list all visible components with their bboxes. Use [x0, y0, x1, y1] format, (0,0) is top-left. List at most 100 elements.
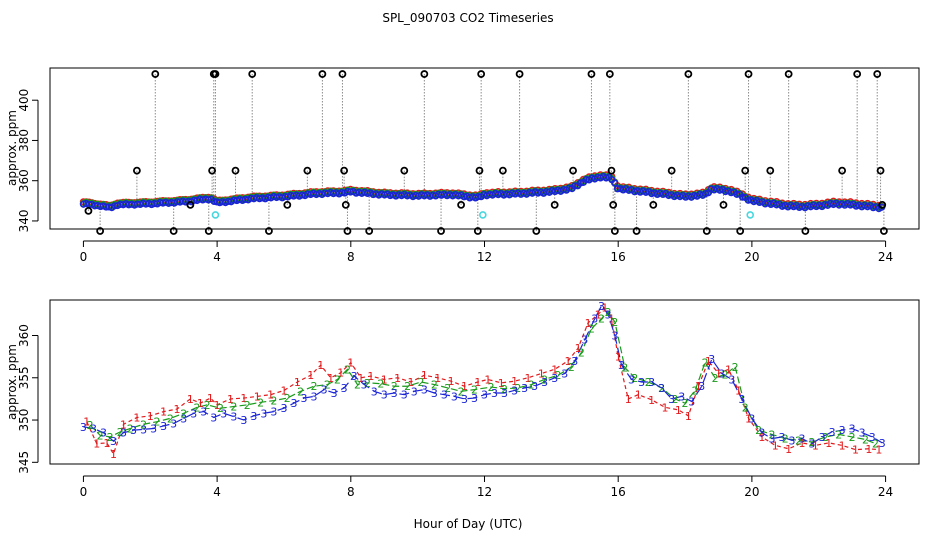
bottom-y-tick-label: 350	[17, 409, 31, 432]
series-3-marker: 3	[809, 438, 816, 451]
series-2-marker: 2	[153, 416, 160, 429]
series-1-marker: 1	[725, 363, 732, 376]
top-plot-frame	[49, 67, 920, 230]
series-2-marker: 2	[605, 306, 612, 319]
flagged-point	[766, 166, 775, 175]
series-3-marker: 3	[431, 387, 438, 400]
series-2-marker: 2	[755, 424, 762, 437]
series-2-marker: 2	[658, 382, 665, 395]
series-1-marker: 1	[661, 401, 668, 414]
series-2-marker: 2	[140, 418, 147, 431]
series-2-marker: 2	[458, 385, 465, 398]
series-1-marker: 1	[675, 404, 682, 417]
series-2-marker: 2	[872, 438, 879, 451]
series-3-marker: 3	[280, 402, 287, 415]
series-1-marker: 1	[648, 394, 655, 407]
series-2-marker: 2	[501, 383, 508, 396]
series-1-marker: 1	[227, 393, 234, 406]
series-3-marker: 3	[869, 431, 876, 444]
series-3-marker: 3	[531, 380, 538, 393]
flagged-point	[340, 166, 349, 175]
series-3-point	[611, 179, 619, 187]
top-y-tick-label: 400	[17, 89, 31, 112]
series-3-marker: 3	[451, 390, 458, 403]
series-3-marker: 3	[581, 334, 588, 347]
series-3-marker: 3	[401, 389, 408, 402]
series-2-marker: 2	[692, 384, 699, 397]
top-y-axis-label: approx. ppm	[5, 110, 19, 186]
bottom-x-tick-label: 16	[611, 485, 626, 499]
top-x-tick-label: 12	[477, 250, 492, 264]
series-3-marker: 3	[321, 384, 328, 397]
series-1-marker: 1	[327, 372, 334, 385]
bottom-x-tick-label: 20	[744, 485, 759, 499]
series-1-marker: 1	[337, 367, 344, 380]
flagged-point	[477, 70, 486, 78]
series-2-marker: 2	[284, 392, 291, 405]
flagged-point	[303, 166, 312, 175]
flagged-point	[338, 70, 347, 78]
series-1-marker: 1	[254, 390, 261, 403]
series-3-marker: 3	[471, 392, 478, 405]
top-x-tick-label: 24	[878, 250, 893, 264]
series-1-marker: 1	[799, 437, 806, 450]
series-3-marker: 3	[351, 370, 358, 383]
flagged-point	[632, 227, 641, 235]
series-1-marker: 1	[461, 380, 468, 393]
flagged-point	[498, 166, 507, 175]
bottom-x-tick-label: 8	[347, 485, 355, 499]
series-3-marker: 3	[331, 387, 338, 400]
series-3-marker: 3	[678, 390, 685, 403]
top-x-tick-label: 0	[80, 250, 88, 264]
top-x-tick-label: 16	[611, 250, 626, 264]
series-3-marker: 3	[698, 380, 705, 393]
series-2-marker: 2	[722, 368, 729, 381]
flagged-point	[132, 166, 141, 175]
series-2-marker: 2	[645, 376, 652, 389]
series-1-marker: 1	[381, 373, 388, 386]
series-2-marker: 2	[324, 379, 331, 392]
flagged-point	[873, 70, 882, 78]
series-3-point	[733, 190, 741, 198]
flagged-point	[169, 227, 178, 235]
series-3-marker: 3	[110, 435, 117, 448]
series-3-marker: 3	[381, 389, 388, 402]
series-2-line	[89, 310, 876, 445]
flagged-point	[283, 200, 292, 209]
series-1-marker: 1	[551, 363, 558, 376]
series-3-marker: 3	[778, 431, 785, 444]
series-3-marker: 3	[80, 421, 87, 434]
flagged-point	[880, 227, 888, 235]
series-3-marker: 3	[859, 427, 866, 440]
flagged-point	[649, 200, 658, 209]
series-3-marker: 3	[441, 389, 448, 402]
series-1-marker: 1	[705, 355, 712, 368]
series-1-marker: 1	[685, 410, 692, 423]
series-2-marker: 2	[809, 436, 816, 449]
series-3-marker: 3	[260, 407, 267, 420]
series-2-marker: 2	[795, 434, 802, 447]
series-3-marker: 3	[361, 379, 368, 392]
bottom-y-tick-label: 360	[17, 324, 31, 347]
series-2-marker: 2	[822, 431, 829, 444]
flagged-point	[265, 227, 273, 235]
flagged-point	[457, 200, 466, 209]
flagged-point	[744, 70, 753, 78]
bottom-y-tick-label: 355	[17, 366, 31, 389]
series-1-marker: 1	[524, 372, 531, 385]
series-3-marker: 3	[491, 387, 498, 400]
series-1-marker: 1	[357, 372, 364, 385]
series-3-marker: 3	[150, 422, 157, 435]
series-1-marker: 1	[839, 439, 846, 452]
series-2-marker: 2	[768, 428, 775, 441]
top-x-tick-label: 8	[347, 250, 355, 264]
series-3-marker: 3	[618, 359, 625, 372]
flagged-point	[876, 166, 885, 175]
series-3-marker: 3	[250, 410, 257, 423]
series-1-marker: 1	[187, 393, 194, 406]
flagged-point	[231, 166, 240, 175]
series-3-point	[565, 184, 573, 192]
calibration-point	[479, 211, 487, 219]
series-2-marker: 2	[444, 382, 451, 395]
